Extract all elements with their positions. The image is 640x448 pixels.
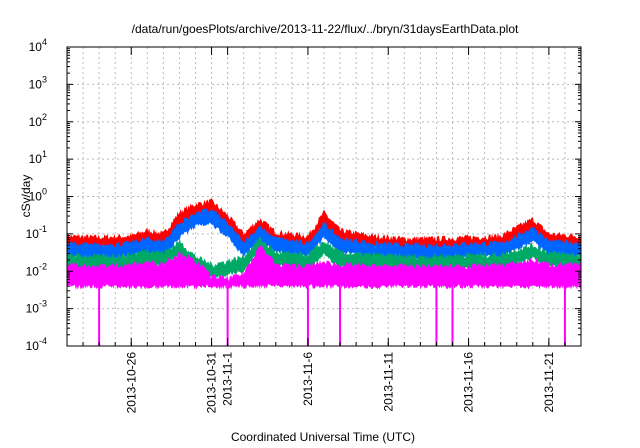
y-tick-exponent: 4 xyxy=(42,37,47,47)
y-tick-label: 10-3 xyxy=(26,299,47,316)
y-tick-exponent: 1 xyxy=(42,149,47,159)
grid xyxy=(67,47,581,346)
y-tick-exponent: 0 xyxy=(42,187,47,197)
x-axis: 2013-10-26 2013-10-31 2013-11-1 2013-11-6 20… xyxy=(82,47,566,414)
y-tick-label: 103 xyxy=(29,74,47,91)
x-tick-label: 2013-11-1 xyxy=(221,352,235,406)
y-tick-label: 10-1 xyxy=(26,224,47,241)
y-tick-label: 104 xyxy=(29,37,47,54)
y-tick-exponent: -1 xyxy=(39,224,47,234)
chart-title: /data/run/goesPlots/archive/2013-11-22/f… xyxy=(132,22,519,36)
y-tick-label: 102 xyxy=(29,112,47,129)
y-tick-exponent: 3 xyxy=(42,74,47,84)
y-tick-label: 10-2 xyxy=(26,261,47,278)
x-tick-label: 2013-10-31 xyxy=(205,352,219,414)
x-tick-label: 2013-11-16 xyxy=(462,352,476,413)
y-axis-label: cSv/day xyxy=(19,175,33,218)
y-tick-label: 101 xyxy=(29,149,47,166)
x-tick-label: 2013-10-26 xyxy=(124,352,138,414)
y-tick-exponent: 2 xyxy=(42,112,47,122)
y-tick-exponent: -4 xyxy=(39,336,47,346)
x-tick-label: 2013-11-21 xyxy=(542,352,556,413)
y-tick-exponent: -2 xyxy=(39,261,47,271)
series-layer xyxy=(66,198,582,346)
x-tick-label: 2013-11-6 xyxy=(301,352,315,406)
y-tick-label: 10-4 xyxy=(26,336,47,353)
x-tick-label: 2013-11-11 xyxy=(381,352,395,412)
x-axis-label: Coordinated Universal Time (UTC) xyxy=(231,430,415,444)
y-tick-exponent: -3 xyxy=(39,299,47,309)
